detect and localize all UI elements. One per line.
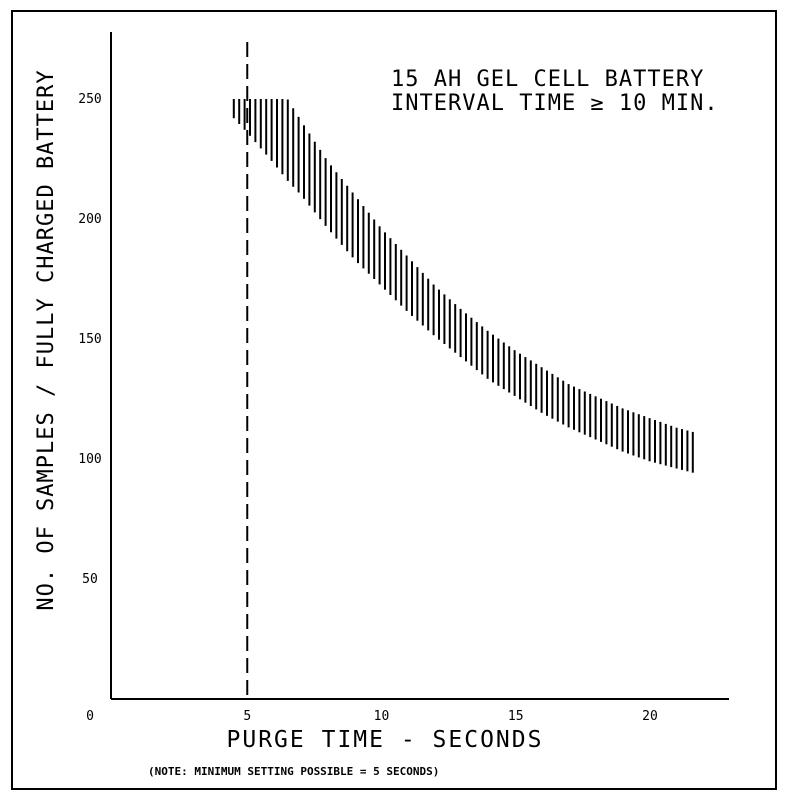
x-axis-label: PURGE TIME - SECONDS bbox=[227, 727, 544, 753]
y-tick-label: 200 bbox=[78, 212, 101, 227]
y-tick-label: 150 bbox=[78, 332, 101, 347]
y-tick-labels: 50 100 150 200 250 bbox=[78, 92, 101, 587]
chart-title: 15 AH GEL CELL BATTERY bbox=[391, 67, 704, 92]
x-tick-label: 5 bbox=[243, 709, 251, 724]
data-band bbox=[232, 99, 694, 473]
chart-svg: 0 5 10 15 20 50 100 150 200 250 15 AH GEL CELL B… bbox=[34, 32, 729, 778]
y-tick-label: 50 bbox=[82, 572, 98, 587]
x-tick-label: 10 bbox=[374, 709, 390, 724]
x-tick-label: 20 bbox=[642, 709, 658, 724]
x-tick-label: 0 bbox=[86, 709, 94, 724]
x-tick-labels: 0 5 10 15 20 bbox=[86, 709, 658, 724]
y-tick-label: 250 bbox=[78, 92, 101, 107]
footnote: (NOTE: MINIMUM SETTING POSSIBLE = 5 SECO… bbox=[148, 765, 439, 778]
y-axis-label: NO. OF SAMPLES / FULLY CHARGED BATTERY bbox=[34, 69, 59, 610]
chart-subtitle: INTERVAL TIME ≥ 10 MIN. bbox=[391, 91, 719, 116]
x-tick-label: 15 bbox=[508, 709, 524, 724]
y-tick-label: 100 bbox=[78, 452, 101, 467]
chart-figure: 0 5 10 15 20 50 100 150 200 250 15 AH GEL CELL B… bbox=[11, 10, 777, 790]
